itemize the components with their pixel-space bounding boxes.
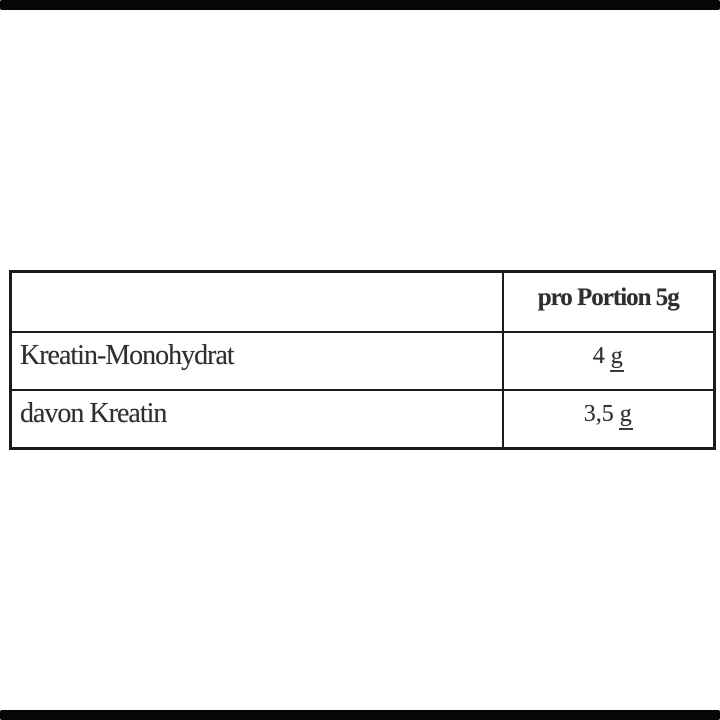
ingredient-value: 4 [592,342,605,369]
header-product-cell [9,270,504,333]
ingredient-value: 3,5 [583,400,614,427]
ingredient-value-cell: 3,5 g [501,388,716,450]
header-portion-cell: pro Portion 5g [501,270,716,333]
letterbox-bar-top [0,0,720,10]
ingredient-unit: g [618,400,633,430]
ingredient-label: Kreatin-Monohydrat [9,330,504,391]
table-row: davon Kreatin 3,5 g [9,388,716,450]
table-header-row: pro Portion 5g [9,270,716,333]
letterbox-bar-bottom [0,710,720,720]
ingredient-unit: g [609,342,624,372]
ingredient-label: davon Kreatin [9,388,504,450]
